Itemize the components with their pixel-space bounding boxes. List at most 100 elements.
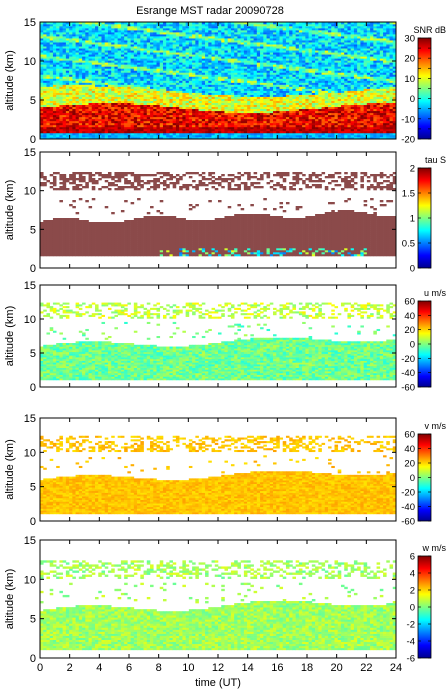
heatmap-cell bbox=[285, 78, 290, 81]
heatmap-cell bbox=[256, 110, 261, 114]
heatmap-cell bbox=[201, 98, 206, 101]
heatmap-cell bbox=[230, 136, 235, 140]
heatmap-cell bbox=[247, 120, 251, 124]
heatmap-cell bbox=[91, 24, 96, 27]
heatmap-cell bbox=[315, 52, 319, 55]
heatmap-cell bbox=[218, 124, 222, 128]
heatmap-cell bbox=[227, 28, 232, 31]
heatmap-cell bbox=[62, 126, 67, 130]
heatmap-cell bbox=[137, 72, 141, 75]
heatmap-cell bbox=[182, 44, 186, 47]
heatmap-cell bbox=[133, 52, 138, 55]
heatmap-cell bbox=[95, 86, 99, 89]
heatmap-cell bbox=[282, 126, 287, 130]
heatmap-cell bbox=[127, 78, 131, 81]
heatmap-cell bbox=[162, 136, 167, 140]
heatmap-cell bbox=[237, 72, 241, 75]
heatmap-cell bbox=[169, 128, 173, 132]
heatmap-cell bbox=[282, 124, 287, 128]
heatmap-cell bbox=[315, 98, 319, 101]
heatmap-cell bbox=[127, 96, 131, 99]
heatmap-cell bbox=[269, 24, 274, 27]
heatmap-cell bbox=[59, 128, 63, 132]
heatmap-cell bbox=[75, 130, 80, 134]
heatmap-cell bbox=[130, 120, 135, 124]
heatmap-cell bbox=[292, 132, 296, 136]
heatmap-cell bbox=[253, 102, 258, 106]
heatmap-cell bbox=[104, 26, 109, 29]
heatmap-cell bbox=[62, 54, 67, 57]
heatmap-cell bbox=[46, 132, 51, 136]
heatmap-cell bbox=[156, 56, 161, 59]
heatmap-cell bbox=[234, 118, 238, 122]
heatmap-cell bbox=[43, 122, 47, 126]
heatmap-cell bbox=[285, 98, 290, 101]
heatmap-cell bbox=[130, 88, 135, 91]
heatmap-cell bbox=[234, 112, 238, 116]
heatmap-cell bbox=[88, 82, 93, 85]
heatmap-cell bbox=[208, 106, 212, 110]
heatmap-cell bbox=[218, 50, 222, 53]
heatmap-cell bbox=[166, 130, 170, 134]
heatmap-cell bbox=[114, 66, 118, 69]
heatmap-cell bbox=[260, 132, 264, 136]
heatmap-cell bbox=[114, 136, 118, 140]
heatmap-cell bbox=[85, 30, 89, 33]
heatmap-cell bbox=[52, 72, 57, 75]
heatmap-cell bbox=[143, 44, 148, 47]
heatmap-cell bbox=[185, 48, 190, 51]
heatmap-cell bbox=[117, 106, 122, 110]
heatmap-cell bbox=[185, 22, 190, 25]
heatmap-cell bbox=[85, 96, 89, 99]
heatmap-cell bbox=[230, 110, 235, 114]
heatmap-cell bbox=[78, 54, 83, 57]
heatmap-cell bbox=[69, 36, 73, 39]
heatmap-cell bbox=[237, 26, 241, 29]
heatmap-cell bbox=[302, 52, 306, 55]
heatmap-cell bbox=[88, 66, 93, 69]
heatmap-cell bbox=[162, 112, 167, 116]
heatmap-cell bbox=[72, 38, 76, 41]
heatmap-cell bbox=[91, 96, 96, 99]
heatmap-cell bbox=[198, 86, 203, 89]
heatmap-cell bbox=[311, 38, 316, 41]
heatmap-cell bbox=[289, 50, 293, 53]
heatmap-cell bbox=[114, 98, 118, 101]
heatmap-cell bbox=[133, 102, 138, 106]
heatmap-cell bbox=[230, 88, 235, 91]
heatmap-cell bbox=[205, 94, 209, 97]
heatmap-cell bbox=[282, 110, 287, 114]
heatmap-cell bbox=[82, 102, 86, 106]
heatmap-cell bbox=[72, 120, 76, 124]
heatmap-cell bbox=[59, 54, 63, 57]
heatmap-cell bbox=[175, 64, 180, 67]
heatmap-cell bbox=[78, 34, 83, 37]
heatmap-cell bbox=[117, 90, 122, 93]
heatmap-cell bbox=[282, 102, 287, 106]
heatmap-cell bbox=[221, 38, 225, 41]
heatmap-cell bbox=[91, 28, 96, 31]
heatmap-cell bbox=[279, 108, 284, 112]
heatmap-cell bbox=[292, 88, 296, 91]
heatmap-cell bbox=[172, 28, 177, 31]
heatmap-cell bbox=[227, 114, 232, 118]
heatmap-cell bbox=[172, 110, 177, 114]
heatmap-cell bbox=[111, 66, 115, 69]
heatmap-cell bbox=[78, 36, 83, 39]
heatmap-cell bbox=[311, 100, 316, 103]
heatmap-cell bbox=[49, 108, 54, 112]
heatmap-cell bbox=[156, 50, 161, 53]
heatmap-cell bbox=[188, 48, 193, 51]
heatmap-cell bbox=[224, 44, 229, 47]
heatmap-cell bbox=[253, 70, 258, 73]
heatmap-cell bbox=[263, 46, 267, 49]
heatmap-cell bbox=[269, 36, 274, 39]
heatmap-cell bbox=[250, 114, 254, 118]
heatmap-cell bbox=[302, 106, 306, 110]
heatmap-cell bbox=[302, 112, 306, 116]
heatmap-cell bbox=[137, 82, 141, 85]
heatmap-cell bbox=[263, 56, 267, 59]
heatmap-cell bbox=[156, 118, 161, 122]
heatmap-cell bbox=[302, 130, 306, 134]
heatmap-cell bbox=[285, 96, 290, 99]
